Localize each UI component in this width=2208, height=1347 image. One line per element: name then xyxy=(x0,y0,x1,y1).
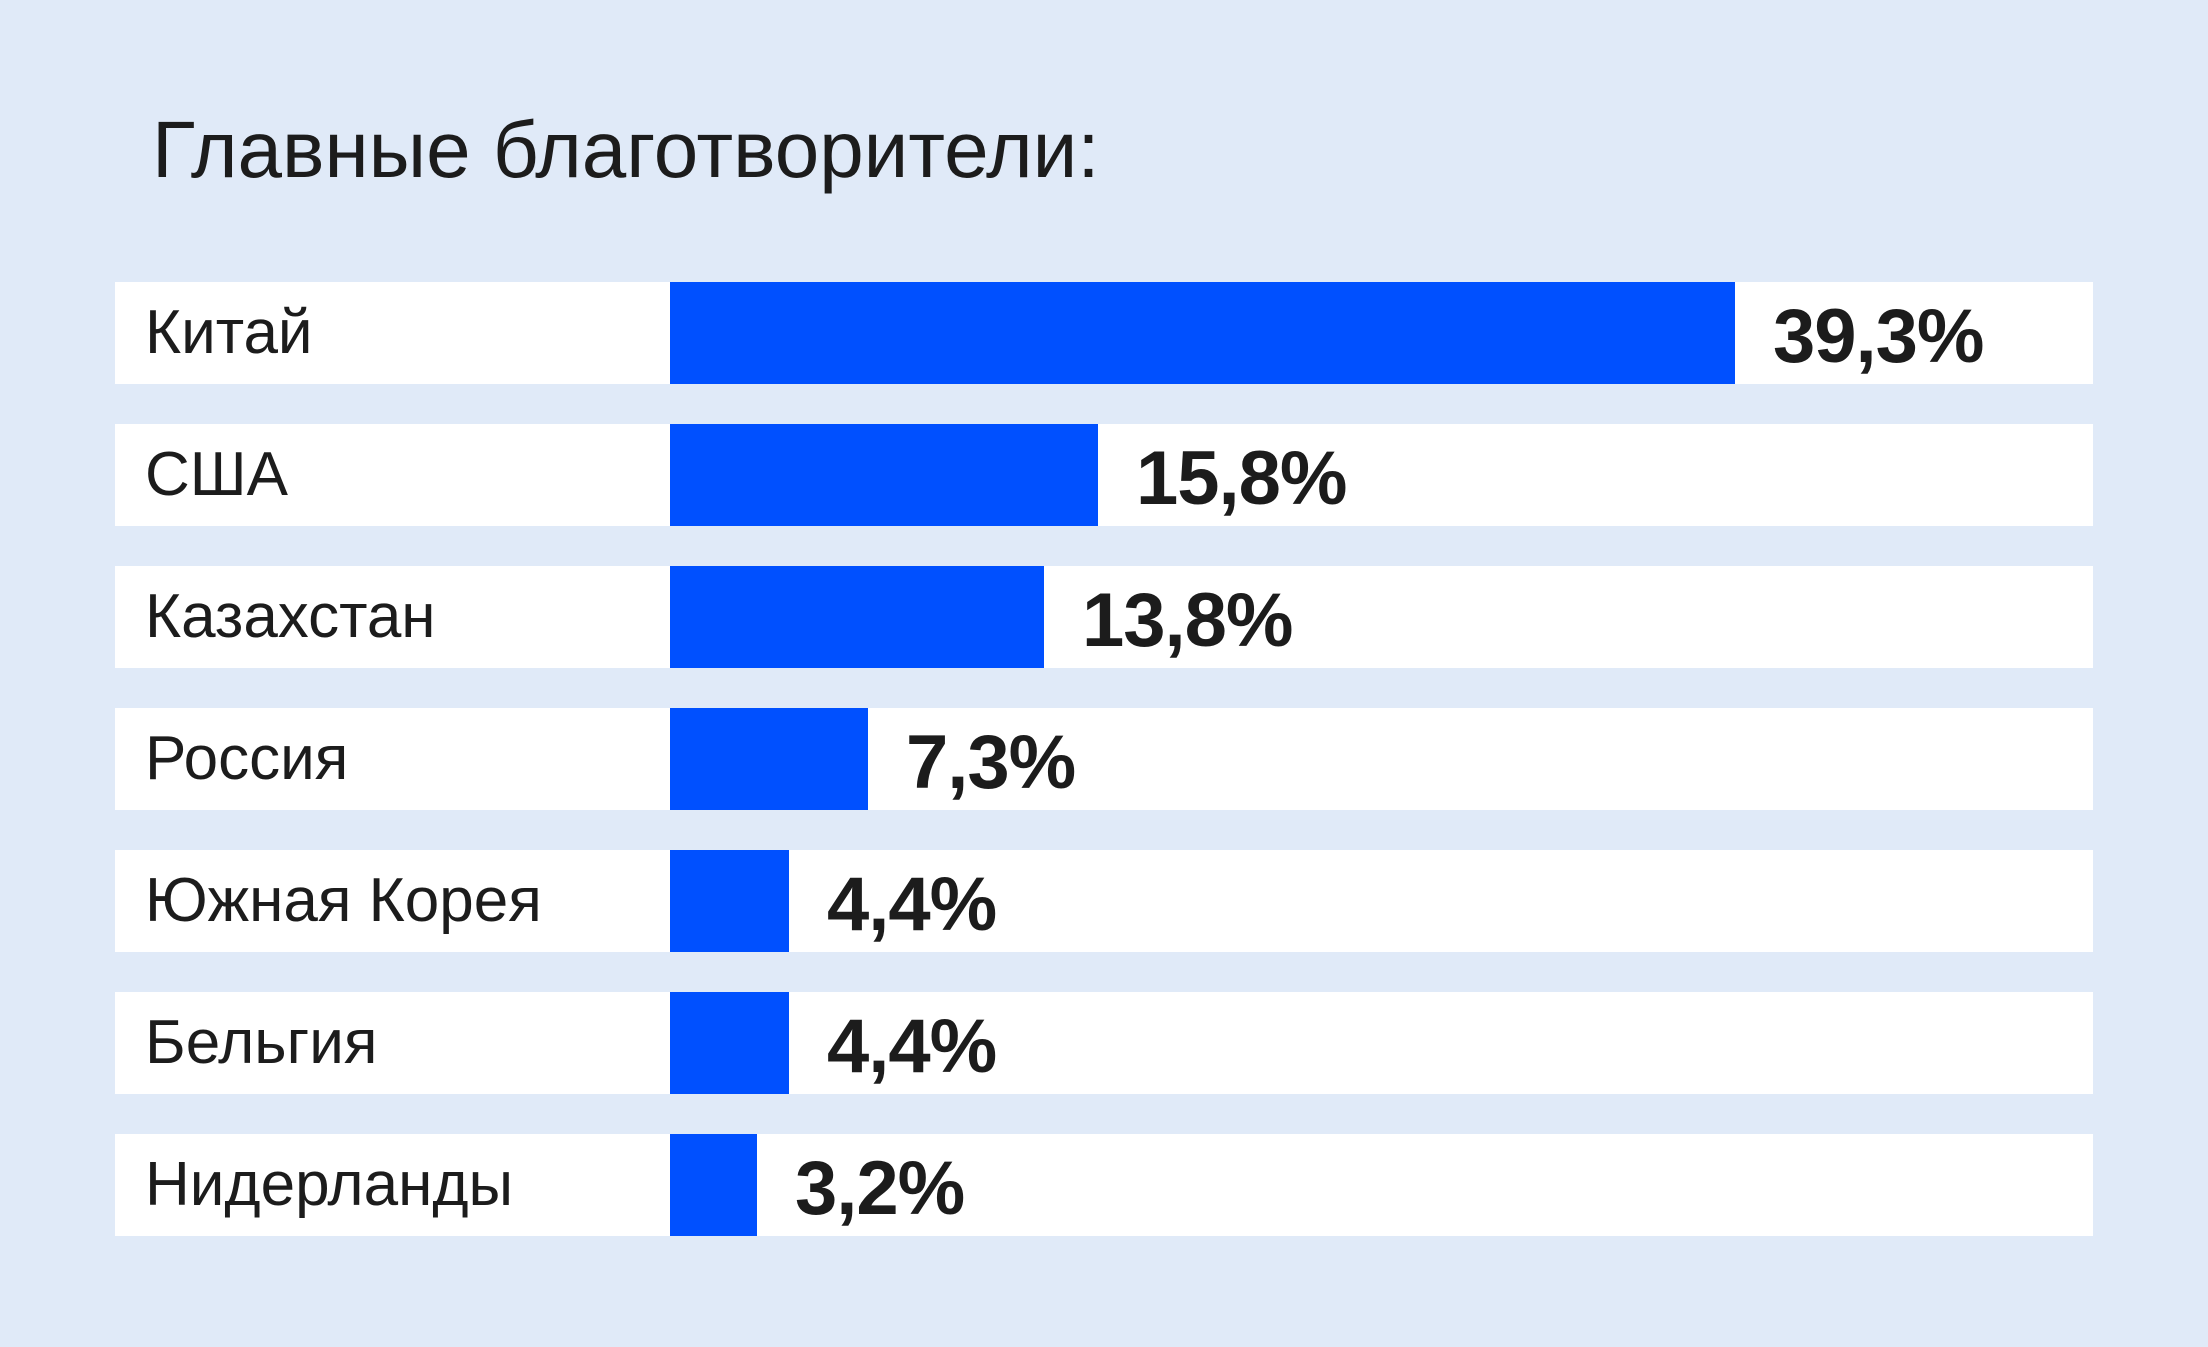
bar-row: Казахстан 13,8% xyxy=(115,566,2093,668)
value-label: 15,8% xyxy=(1136,436,1347,521)
bar xyxy=(670,1134,757,1236)
bar-row: Китай 39,3% xyxy=(115,282,2093,384)
value-label: 3,2% xyxy=(795,1146,965,1231)
bar xyxy=(670,282,1735,384)
bar-row: Россия 7,3% xyxy=(115,708,2093,810)
bar-row: США 15,8% xyxy=(115,424,2093,526)
bar xyxy=(670,566,1044,668)
category-label: Южная Корея xyxy=(145,866,542,935)
value-label: 13,8% xyxy=(1082,578,1293,663)
category-label: Бельгия xyxy=(145,1008,378,1077)
category-label: Нидерланды xyxy=(145,1150,514,1219)
category-label: Китай xyxy=(145,298,313,367)
category-label: США xyxy=(145,440,288,509)
category-label: Казахстан xyxy=(145,582,436,651)
value-label: 7,3% xyxy=(906,720,1076,805)
bar xyxy=(670,708,868,810)
value-label: 39,3% xyxy=(1773,294,1984,379)
category-label: Россия xyxy=(145,724,349,793)
bar xyxy=(670,850,789,952)
bar xyxy=(670,424,1098,526)
value-label: 4,4% xyxy=(827,1004,997,1089)
value-label: 4,4% xyxy=(827,862,997,947)
bar-row: Нидерланды 3,2% xyxy=(115,1134,2093,1236)
bar-row: Южная Корея 4,4% xyxy=(115,850,2093,952)
chart-title: Главные благотворители: xyxy=(152,105,1100,194)
bar xyxy=(670,992,789,1094)
bar-row: Бельгия 4,4% xyxy=(115,992,2093,1094)
